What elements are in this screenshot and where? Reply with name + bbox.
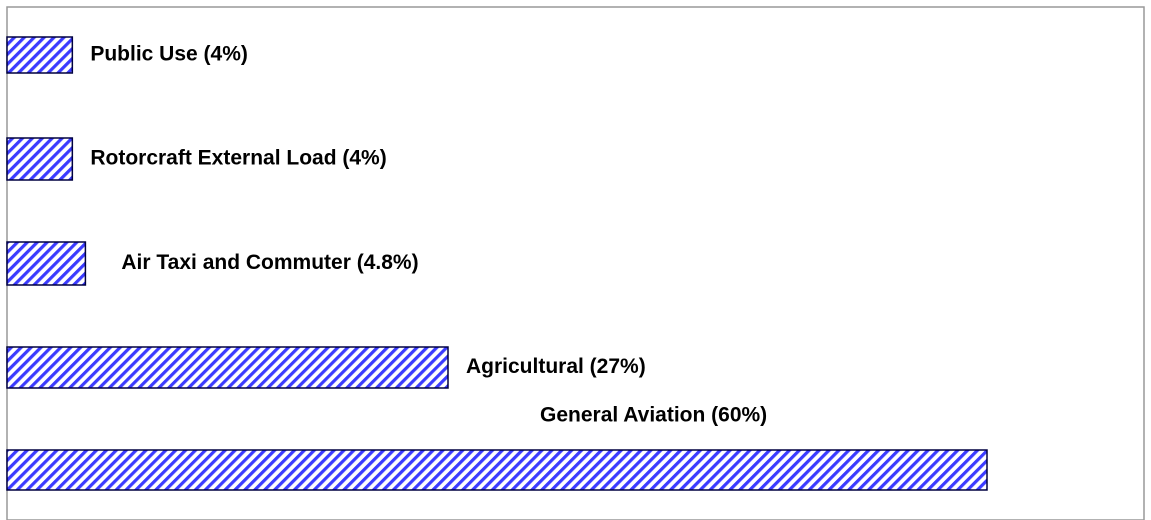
data-label: Rotorcraft External Load (4%) [90,147,386,170]
bar [6,36,74,74]
data-label: Public Use (4%) [90,43,248,66]
bar [6,346,449,389]
bar [6,241,87,286]
data-label: Air Taxi and Commuter (4.8%) [121,251,418,274]
data-label: General Aviation (60%) [540,404,767,427]
data-label: Agricultural (27%) [466,355,646,378]
bar [6,449,988,491]
bar [6,137,74,181]
